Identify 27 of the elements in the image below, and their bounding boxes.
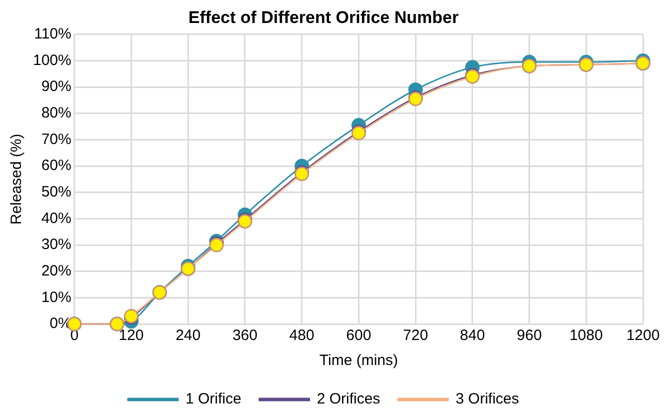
legend-label: 1 Orifice	[185, 390, 242, 408]
y-tick-label: 50%	[41, 184, 72, 201]
y-tick-label: 100%	[32, 52, 72, 69]
x-tick-label: 120	[118, 327, 144, 344]
y-tick-label: 60%	[41, 157, 72, 174]
x-tick-label: 600	[346, 327, 372, 344]
y-tick-label: 20%	[41, 262, 72, 280]
y-tick-label: 10%	[41, 288, 72, 306]
x-tick-label: 720	[403, 327, 428, 344]
x-tick-label: 240	[176, 327, 201, 344]
y-axis-title: Released (%)	[8, 134, 26, 225]
y-tick-label: 80%	[41, 104, 72, 122]
x-tick-label: 480	[289, 327, 314, 344]
x-tick-label: 1200	[626, 327, 660, 344]
x-tick-label: 960	[516, 327, 542, 344]
y-tick-label: 110%	[34, 26, 72, 43]
y-tick-label: 90%	[41, 78, 72, 96]
legend-label: 3 Orifices	[456, 390, 520, 408]
x-tick-label: 360	[232, 327, 258, 344]
x-axis-title: Time (mins)	[319, 352, 398, 370]
legend-label: 2 Orifices	[316, 390, 380, 408]
x-tick-label: 1080	[569, 327, 603, 344]
chart-title: Effect of Different Orifice Number	[188, 8, 459, 27]
x-tick-label: 840	[460, 327, 485, 344]
y-tick-label: 70%	[41, 130, 72, 148]
y-tick-label: 30%	[41, 236, 72, 254]
y-tick-label: 40%	[41, 210, 72, 227]
